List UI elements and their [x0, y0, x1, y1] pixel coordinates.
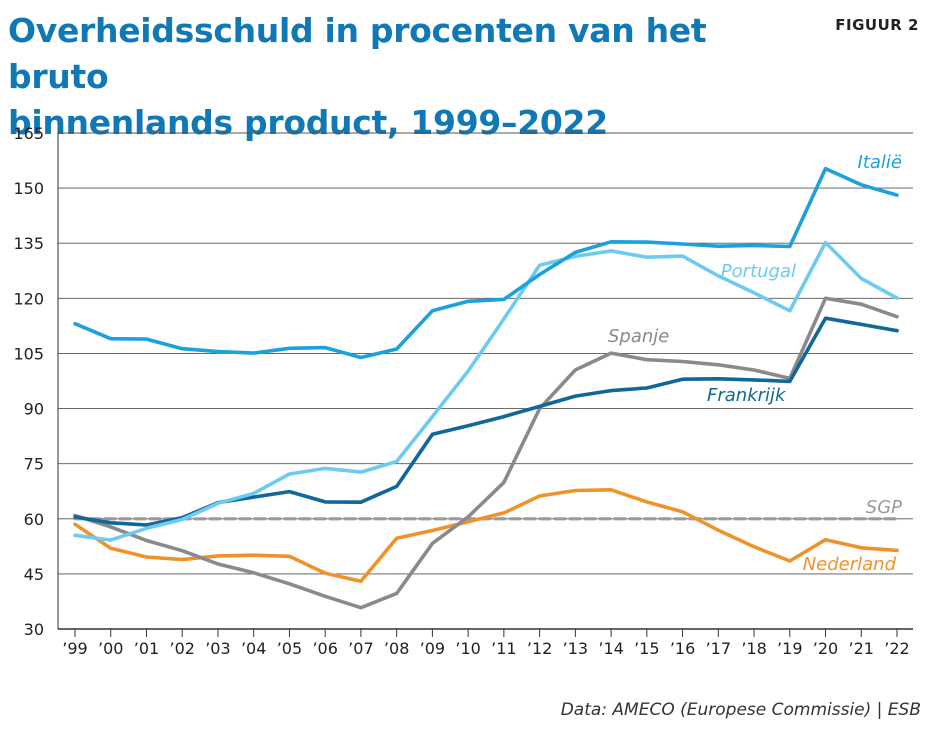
- y-tick-label: 120: [13, 289, 44, 308]
- x-tick-label: ’20: [813, 639, 838, 658]
- x-tick-label: ’03: [205, 639, 230, 658]
- x-tick-label: ’09: [420, 639, 445, 658]
- series-lines: [73, 166, 899, 610]
- x-tick-label: ’00: [98, 639, 123, 658]
- series-line-itali: [73, 166, 899, 360]
- x-axis-ticks: ’99 ’00 ’01 ’02 ’03 ’04 ’05 ’06 ’07 ’08 ’09 ’10 ’11 ’…: [62, 629, 910, 658]
- x-tick-label: ’08: [384, 639, 409, 658]
- series-labels: Italië Portugal Spanje Frankrijk Nederland SG…: [608, 152, 902, 575]
- series-line-portugal: [73, 240, 899, 542]
- series-label-spanje: Spanje: [608, 326, 669, 347]
- y-tick-label: 105: [13, 344, 44, 363]
- y-axis-ticks: 30 45 60 75 90 105 120 135 150 165: [13, 124, 44, 639]
- x-tick-label: ’04: [241, 639, 266, 658]
- series-label-itali: Italië: [858, 152, 902, 173]
- source-note: Data: AMECO (Europese Commissie) | ESB: [560, 700, 921, 720]
- x-tick-label: ’10: [455, 639, 480, 658]
- y-tick-label: 90: [24, 400, 44, 419]
- y-tick-label: 30: [24, 620, 44, 639]
- series-label-portugal: Portugal: [721, 261, 796, 282]
- x-tick-label: ’18: [741, 639, 766, 658]
- series-label-frankrijk: Frankrijk: [707, 385, 787, 406]
- x-tick-label: ’12: [527, 639, 552, 658]
- y-tick-label: 45: [24, 565, 44, 584]
- y-tick-label: 75: [24, 455, 44, 474]
- y-tick-label: 60: [24, 510, 44, 529]
- x-tick-label: ’22: [884, 639, 909, 658]
- x-tick-label: ’06: [312, 639, 337, 658]
- series-label-nederland: Nederland: [803, 554, 897, 575]
- x-tick-label: ’11: [491, 639, 516, 658]
- x-tick-label: ’16: [670, 639, 695, 658]
- chart-title-line-1: Overheidsschuld in procenten van het bru…: [8, 11, 707, 96]
- x-tick-label: ’14: [598, 639, 623, 658]
- x-tick-label: ’13: [563, 639, 588, 658]
- x-tick-label: ’17: [706, 639, 731, 658]
- x-tick-label: ’19: [777, 639, 802, 658]
- y-tick-label: 165: [13, 124, 44, 143]
- figure-label: FIGUUR 2: [835, 16, 919, 34]
- x-tick-label: ’05: [277, 639, 302, 658]
- y-tick-label: 135: [13, 234, 44, 253]
- chart-title-line-2: binnenlands product, 1999–2022: [8, 103, 608, 142]
- series-line-nederland: [73, 487, 899, 584]
- x-tick-label: ’01: [134, 639, 159, 658]
- series-label-sgp: SGP: [866, 497, 902, 518]
- x-tick-label: ’99: [62, 639, 87, 658]
- x-tick-label: ’02: [169, 639, 194, 658]
- x-tick-label: ’21: [849, 639, 874, 658]
- x-tick-label: ’07: [348, 639, 373, 658]
- y-tick-label: 150: [13, 179, 44, 198]
- series-line-spanje: [73, 296, 899, 610]
- x-tick-label: ’15: [634, 639, 659, 658]
- chart-title: Overheidsschuld in procenten van het bru…: [8, 8, 768, 146]
